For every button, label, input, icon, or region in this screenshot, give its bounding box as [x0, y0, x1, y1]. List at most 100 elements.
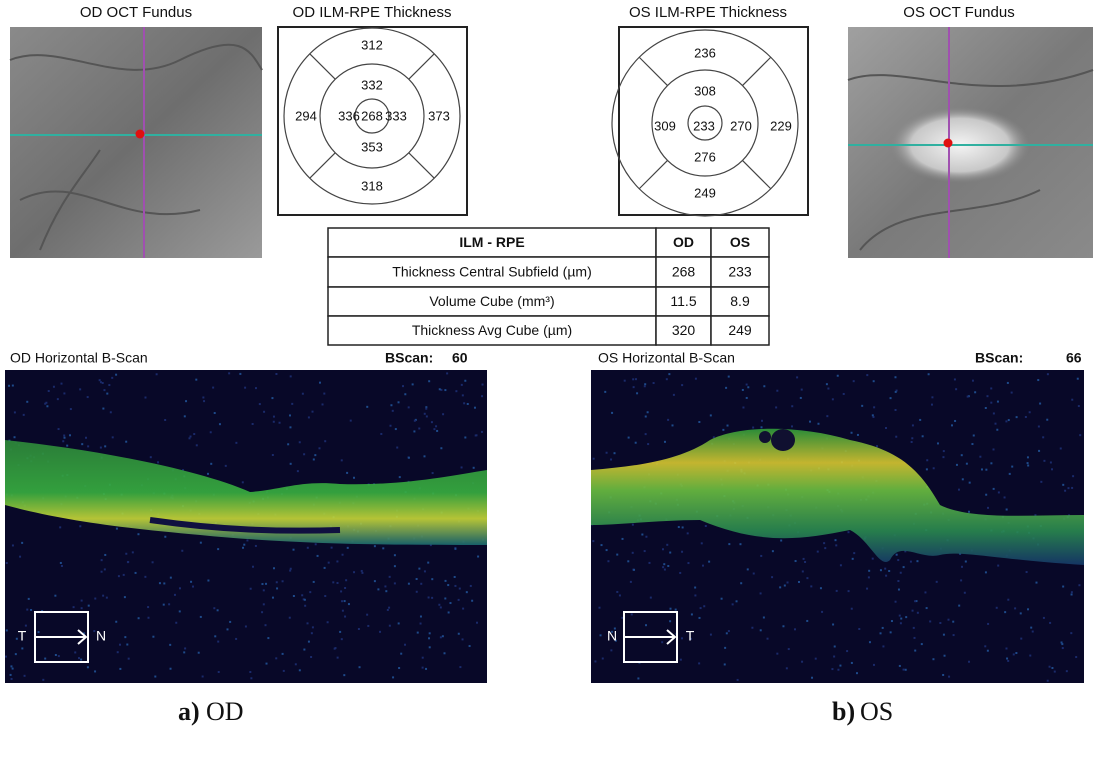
speckle-dot [826, 383, 828, 385]
speckle-dot [400, 653, 402, 655]
speckle-dot [14, 411, 16, 413]
speckle-dot [1005, 647, 1007, 649]
speckle-dot [255, 545, 257, 547]
speckle-dot [1046, 419, 1048, 421]
speckle-dot [424, 570, 426, 572]
speckle-dot [282, 580, 284, 582]
speckle-dot [921, 643, 923, 645]
speckle-dot [936, 581, 938, 583]
bscan-title: OS Horizontal B-Scan [598, 350, 735, 366]
speckle-dot [806, 620, 808, 622]
sector-value: 353 [361, 139, 383, 154]
speckle-dot [198, 652, 200, 654]
speckle-dot [705, 525, 707, 527]
speckle-dot [1079, 434, 1081, 436]
sector-value: 332 [361, 77, 383, 92]
speckle-dot [228, 372, 230, 374]
speckle-dot [461, 466, 463, 468]
speckle-dot [998, 491, 1000, 493]
speckle-dot [101, 571, 103, 573]
speckle-dot [926, 459, 928, 461]
speckle-dot [137, 533, 139, 535]
speckle-dot [873, 406, 875, 408]
speckle-dot [476, 622, 478, 624]
speckle-dot [607, 560, 609, 562]
speckle-dot [217, 609, 219, 611]
speckle-dot [897, 580, 899, 582]
speckle-dot [835, 544, 837, 546]
speckle-dot [341, 600, 343, 602]
speckle-dot [361, 572, 363, 574]
speckle-dot [388, 607, 390, 609]
sector-value: 318 [361, 178, 383, 193]
speckle-dot [455, 390, 457, 392]
speckle-dot [645, 536, 647, 538]
speckle-dot [648, 562, 650, 564]
speckle-dot [926, 607, 928, 609]
speckle-dot [152, 636, 154, 638]
speckle-dot [1067, 487, 1069, 489]
speckle-dot [800, 397, 802, 399]
speckle-dot [212, 387, 214, 389]
speckle-dot [15, 653, 17, 655]
speckle-dot [308, 416, 310, 418]
speckle-dot [885, 427, 887, 429]
speckle-dot [996, 429, 998, 431]
speckle-dot [1027, 608, 1029, 610]
speckle-dot [985, 571, 987, 573]
speckle-dot [739, 543, 741, 545]
speckle-dot [242, 481, 244, 483]
speckle-dot [261, 583, 263, 585]
speckle-dot [1005, 420, 1007, 422]
speckle-dot [218, 671, 220, 673]
speckle-dot [398, 667, 400, 669]
speckle-dot [728, 630, 730, 632]
speckle-dot [359, 666, 361, 668]
speckle-dot [914, 650, 916, 652]
table-value: Thickness Central Subfield (µm) [392, 264, 591, 280]
speckle-dot [170, 577, 172, 579]
bscan-number: 60 [452, 350, 468, 366]
speckle-dot [225, 465, 227, 467]
speckle-dot [366, 614, 368, 616]
speckle-dot [42, 679, 44, 681]
speckle-dot [679, 572, 681, 574]
speckle-dot [426, 415, 428, 417]
speckle-dot [102, 382, 104, 384]
speckle-dot [482, 384, 484, 386]
speckle-dot [469, 645, 471, 647]
speckle-dot [672, 424, 674, 426]
speckle-dot [293, 549, 295, 551]
table-value: 249 [728, 322, 752, 338]
speckle-dot [890, 631, 892, 633]
speckle-dot [1038, 450, 1040, 452]
bscan-label: BScan: [975, 350, 1023, 366]
speckle-dot [848, 531, 850, 533]
speckle-dot [261, 611, 263, 613]
speckle-dot [272, 454, 274, 456]
speckle-dot [873, 664, 875, 666]
speckle-dot [379, 631, 381, 633]
speckle-dot [252, 566, 254, 568]
speckle-dot [394, 554, 396, 556]
speckle-dot [600, 634, 602, 636]
bscan-number: 66 [1066, 350, 1082, 366]
cyst [771, 429, 795, 451]
speckle-dot [943, 634, 945, 636]
speckle-dot [928, 373, 930, 375]
speckle-dot [953, 634, 955, 636]
speckle-dot [809, 421, 811, 423]
speckle-dot [985, 407, 987, 409]
speckle-dot [866, 588, 868, 590]
panel-title: OS ILM-RPE Thickness [629, 4, 787, 21]
speckle-dot [1006, 509, 1008, 511]
speckle-dot [420, 616, 422, 618]
speckle-dot [5, 656, 7, 658]
speckle-dot [6, 629, 8, 631]
speckle-dot [1027, 456, 1029, 458]
speckle-dot [852, 558, 854, 560]
speckle-dot [1078, 584, 1080, 586]
speckle-dot [924, 591, 926, 593]
speckle-dot [616, 591, 618, 593]
speckle-dot [100, 447, 102, 449]
